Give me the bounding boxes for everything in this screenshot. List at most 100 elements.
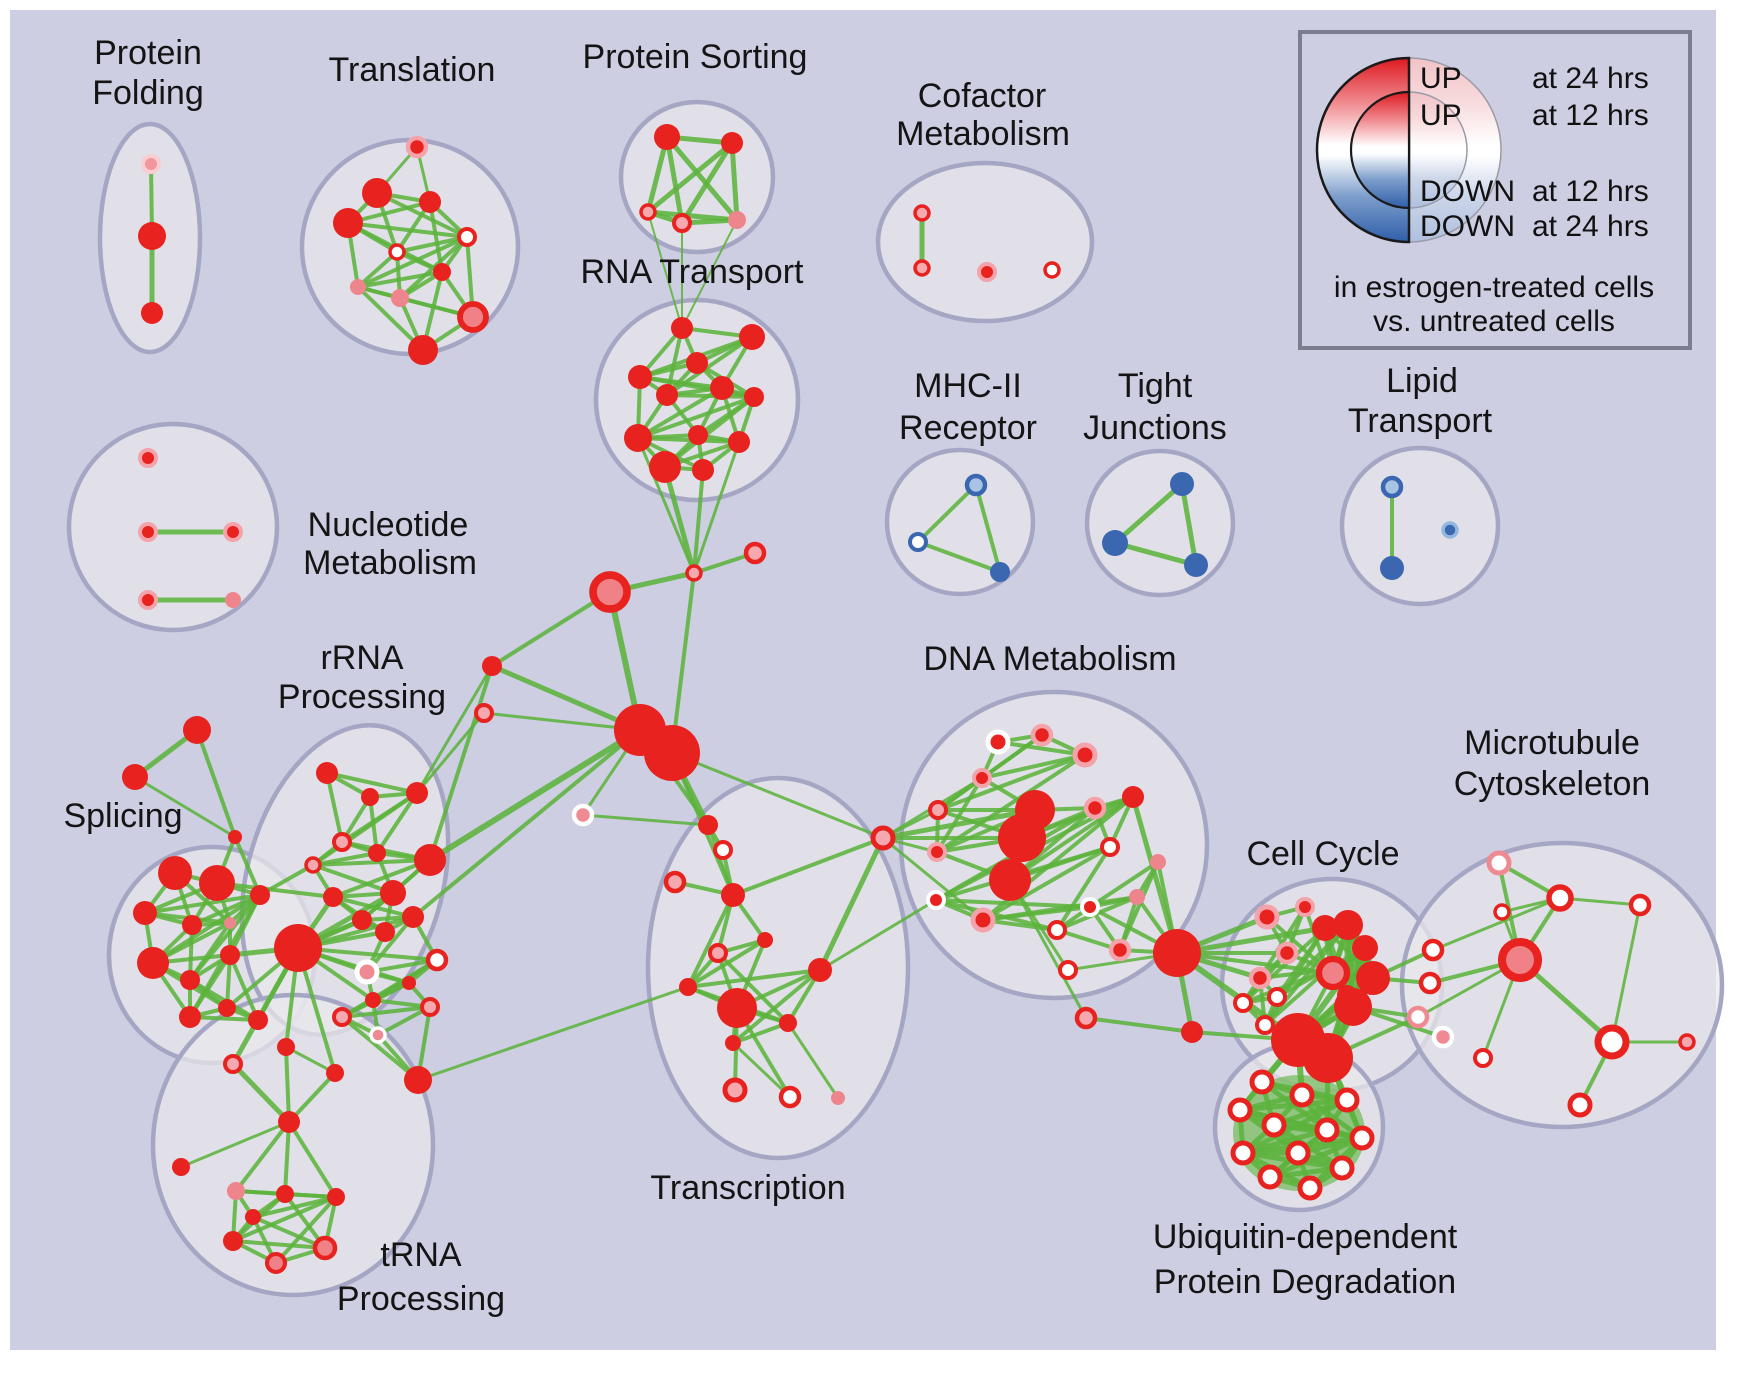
node-rr13 xyxy=(354,959,380,985)
node-d15 xyxy=(1080,897,1100,917)
node-s14 xyxy=(248,1010,268,1030)
node-d12 xyxy=(989,859,1031,901)
edge xyxy=(692,440,741,575)
node-t5 xyxy=(388,243,406,261)
edge xyxy=(490,590,612,668)
node-s6 xyxy=(182,915,202,935)
node-s1 xyxy=(122,764,148,790)
edge xyxy=(482,711,642,732)
edge xyxy=(228,953,260,1022)
node-mt7 xyxy=(1567,1092,1593,1118)
edge xyxy=(311,858,432,867)
edge xyxy=(311,863,395,895)
node-tx7 xyxy=(717,988,757,1028)
node-pf0 xyxy=(141,154,161,174)
node-rt0 xyxy=(671,317,693,339)
node-tn11 xyxy=(245,1209,261,1225)
node-h3 xyxy=(474,703,494,723)
node-c2 xyxy=(977,262,997,282)
edge xyxy=(916,483,978,544)
node-rr20 xyxy=(404,1066,432,1094)
edge xyxy=(195,728,237,839)
node-s2 xyxy=(228,830,242,844)
node-u6 xyxy=(1349,1125,1375,1151)
legend-box xyxy=(1298,30,1692,350)
node-d4 xyxy=(928,800,948,820)
edge xyxy=(356,235,469,289)
node-u8 xyxy=(1285,1140,1311,1166)
node-tn7 xyxy=(327,1188,345,1206)
node-u9 xyxy=(1329,1155,1355,1181)
node-tx1 xyxy=(713,840,733,860)
edge xyxy=(934,898,1059,932)
node-tx6 xyxy=(679,978,697,996)
edge xyxy=(686,893,735,989)
node-m2 xyxy=(990,562,1010,582)
node-cc17 xyxy=(1421,938,1445,962)
node-u1 xyxy=(1289,1082,1315,1108)
node-rr6 xyxy=(414,844,446,876)
edge xyxy=(287,1071,337,1124)
cluster-label-tight-junctions: Junctions xyxy=(1083,409,1227,447)
cluster-label-tight-junctions: Tight xyxy=(1118,367,1193,405)
node-mt4 xyxy=(1628,893,1652,917)
node-t9 xyxy=(457,301,489,333)
edge xyxy=(1179,481,1199,568)
node-u11 xyxy=(1297,1175,1323,1201)
node-d16 xyxy=(1047,920,1067,940)
edge xyxy=(133,775,237,839)
edge xyxy=(1055,845,1112,932)
node-tx12 xyxy=(778,1085,802,1109)
node-rr14 xyxy=(425,948,449,972)
node-rr0 xyxy=(316,762,338,784)
node-t2 xyxy=(419,191,441,213)
node-cc20 xyxy=(1431,1025,1455,1049)
node-tn5 xyxy=(227,1182,245,1200)
node-t1 xyxy=(362,178,392,208)
node-rr17 xyxy=(332,1007,352,1027)
node-rr10 xyxy=(375,922,395,942)
node-h4 xyxy=(571,803,595,827)
cluster-label-microtubule-cytoskeleton: Microtubule xyxy=(1464,724,1640,762)
node-rt5 xyxy=(710,376,734,400)
edge xyxy=(1431,896,1562,952)
node-p4 xyxy=(728,211,746,229)
node-cc18 xyxy=(1418,971,1442,995)
node-tx4 xyxy=(757,932,773,948)
node-cc5 xyxy=(1233,993,1253,1013)
node-l2 xyxy=(1441,521,1459,539)
edge xyxy=(1610,903,1642,1044)
node-cc11 xyxy=(1356,961,1390,995)
node-d22 xyxy=(1058,960,1078,980)
node-rr15 xyxy=(402,976,416,990)
edge xyxy=(251,1215,327,1250)
cluster-label-lipid-transport: Lipid xyxy=(1386,362,1458,400)
edge xyxy=(188,893,262,982)
legend-down-12-label: DOWN xyxy=(1420,175,1515,208)
node-cc7 xyxy=(1267,987,1287,1007)
edge xyxy=(340,1015,420,1082)
node-h2 xyxy=(482,656,502,676)
node-d18 xyxy=(1129,889,1145,905)
edge xyxy=(686,968,822,989)
node-cc1 xyxy=(1295,897,1315,917)
node-rt10 xyxy=(649,451,681,483)
node-u10 xyxy=(1257,1164,1283,1190)
node-rr2 xyxy=(406,782,428,804)
node-cc16 xyxy=(1303,1033,1353,1083)
legend-footer-line1: in estrogen-treated cells xyxy=(1334,271,1654,304)
cluster-bubble-protein-sorting xyxy=(618,99,776,255)
edge xyxy=(662,464,697,576)
cluster-bubble-lipid-transport xyxy=(1339,445,1501,607)
edge xyxy=(143,893,262,915)
edge xyxy=(356,285,425,352)
edge xyxy=(670,751,885,840)
node-tx11 xyxy=(722,1077,748,1103)
node-tx2 xyxy=(663,870,687,894)
node-c3 xyxy=(1043,261,1061,279)
cluster-label-mhc-ii-receptor: Receptor xyxy=(899,409,1037,447)
node-l0 xyxy=(1380,475,1404,499)
edge xyxy=(916,540,1002,574)
edge xyxy=(416,985,690,1082)
edge xyxy=(936,753,1087,812)
